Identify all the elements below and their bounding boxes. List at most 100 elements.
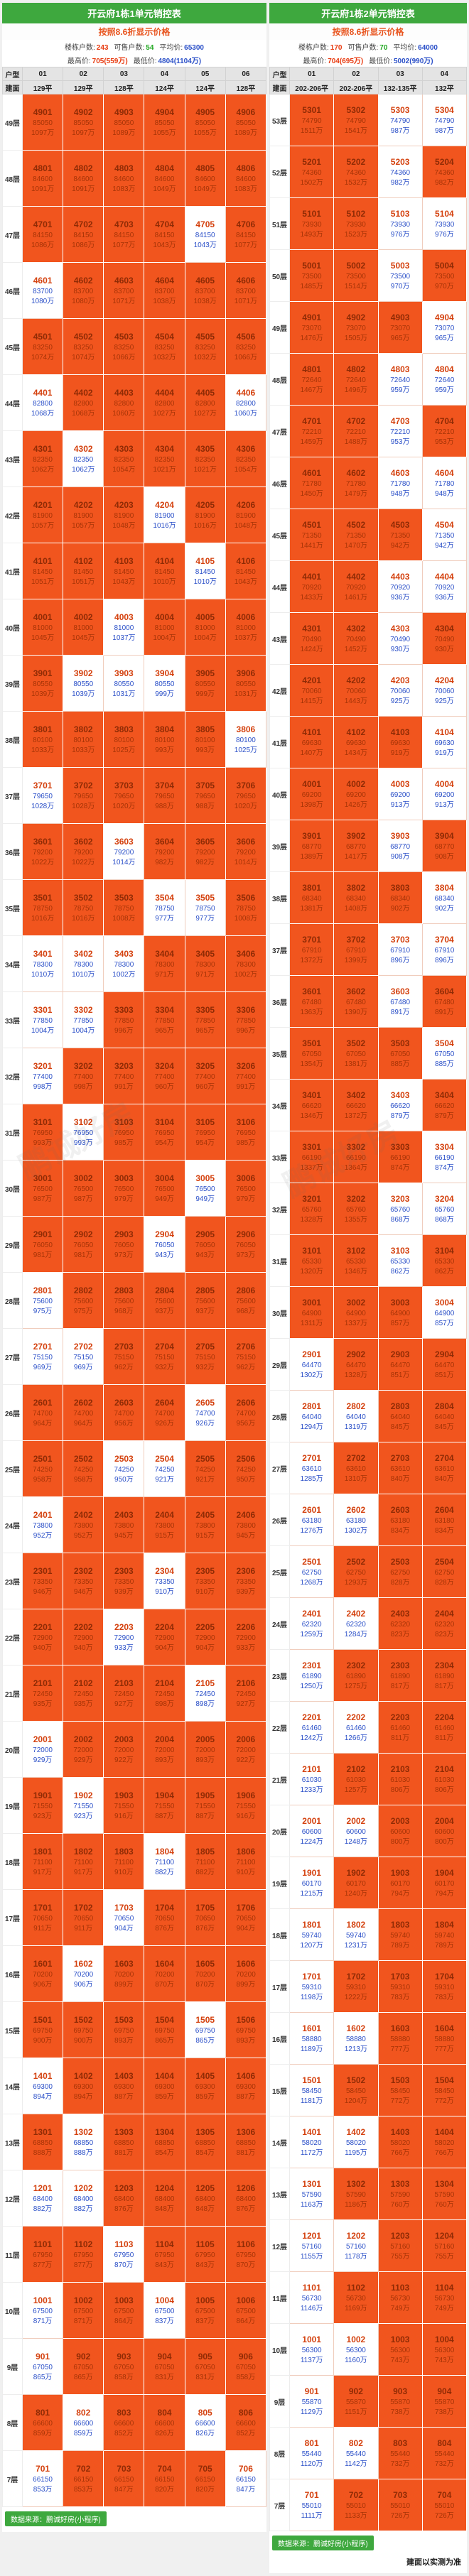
unit-cell-2102[interactable]: 2102 61030 1257万	[333, 1753, 379, 1805]
unit-cell-3901[interactable]: 3901 80550 1039万	[21, 655, 64, 712]
unit-cell-4701[interactable]: 4701 72210 1459万	[289, 405, 335, 457]
unit-cell-2205[interactable]: 2205 72900 904万	[184, 1609, 226, 1665]
unit-cell-3001[interactable]: 3001 64900 1311万	[289, 1286, 335, 1339]
unit-cell-2003[interactable]: 2003 60600 800万	[377, 1805, 423, 1857]
unit-cell-2406[interactable]: 2406 73800 945万	[225, 1496, 266, 1553]
unit-cell-1304[interactable]: 1304 68850 854万	[144, 2114, 185, 2170]
unit-cell-2001[interactable]: 2001 72000 929万	[21, 1721, 64, 1778]
unit-cell-5301[interactable]: 5301 74790 1511万	[289, 94, 335, 146]
unit-cell-1801[interactable]: 1801 71100 917万	[21, 1833, 64, 1890]
unit-cell-1001[interactable]: 1001 56300 1137万	[289, 2323, 335, 2376]
unit-cell-2305[interactable]: 2305 73350 910万	[184, 1553, 226, 1609]
unit-cell-5201[interactable]: 5201 74360 1502万	[289, 146, 335, 198]
unit-cell-5104[interactable]: 5104 73930 976万	[421, 197, 467, 250]
unit-cell-1203[interactable]: 1203 68400 876万	[103, 2170, 145, 2227]
unit-cell-2201[interactable]: 2201 72900 940万	[21, 1609, 64, 1665]
unit-cell-4901[interactable]: 4901 85050 1097万	[21, 94, 64, 151]
unit-cell-701[interactable]: 701 66150 853万	[21, 2450, 64, 2507]
unit-cell-4503[interactable]: 4503 71350 942万	[377, 509, 423, 561]
unit-cell-3904[interactable]: 3904 68770 908万	[421, 820, 467, 872]
unit-cell-4201[interactable]: 4201 81900 1057万	[21, 487, 64, 543]
unit-cell-3101[interactable]: 3101 76950 993万	[21, 1104, 64, 1161]
unit-cell-1502[interactable]: 1502 58450 1204万	[333, 2064, 379, 2116]
unit-cell-1301[interactable]: 1301 68850 888万	[21, 2114, 64, 2170]
unit-cell-1303[interactable]: 1303 68850 881万	[103, 2114, 145, 2170]
unit-cell-1202[interactable]: 1202 68400 882万	[63, 2170, 104, 2227]
unit-cell-3301[interactable]: 3301 77850 1004万	[21, 991, 64, 1048]
unit-cell-3104[interactable]: 3104 76950 954万	[144, 1104, 185, 1161]
unit-cell-2501[interactable]: 2501 62750 1268万	[289, 1545, 335, 1598]
unit-cell-4503[interactable]: 4503 83250 1066万	[103, 318, 145, 375]
unit-cell-1701[interactable]: 1701 70650 911万	[21, 1889, 64, 1946]
unit-cell-3202[interactable]: 3202 65760 1355万	[333, 1183, 379, 1235]
unit-cell-3304[interactable]: 3304 77850 965万	[144, 991, 185, 1048]
unit-cell-1805[interactable]: 1805 71100 882万	[184, 1833, 226, 1890]
unit-cell-1602[interactable]: 1602 58880 1213万	[333, 2012, 379, 2065]
unit-cell-2602[interactable]: 2602 63180 1302万	[333, 1494, 379, 1546]
unit-cell-4904[interactable]: 4904 73070 965万	[421, 301, 467, 354]
unit-cell-3202[interactable]: 3202 77400 998万	[63, 1048, 104, 1104]
unit-cell-4306[interactable]: 4306 82350 1054万	[225, 430, 266, 487]
unit-cell-1003[interactable]: 1003 56300 743万	[377, 2323, 423, 2376]
unit-cell-1002[interactable]: 1002 56300 1160万	[333, 2323, 379, 2376]
unit-cell-1101[interactable]: 1101 67950 877万	[21, 2226, 64, 2283]
unit-cell-1902[interactable]: 1902 60170 1240万	[333, 1857, 379, 1909]
unit-cell-2602[interactable]: 2602 74700 964万	[63, 1384, 104, 1441]
unit-cell-3203[interactable]: 3203 65760 868万	[377, 1183, 423, 1235]
unit-cell-2006[interactable]: 2006 72000 922万	[225, 1721, 266, 1778]
unit-cell-1401[interactable]: 1401 69300 894万	[21, 2058, 64, 2114]
unit-cell-5004[interactable]: 5004 73500 970万	[421, 249, 467, 302]
unit-cell-4801[interactable]: 4801 72640 1467万	[289, 353, 335, 406]
unit-cell-2202[interactable]: 2202 61460 1266万	[333, 1701, 379, 1754]
unit-cell-1905[interactable]: 1905 71550 887万	[184, 1777, 226, 1834]
unit-cell-2004[interactable]: 2004 72000 893万	[144, 1721, 185, 1778]
unit-cell-701[interactable]: 701 55010 1111万	[289, 2479, 335, 2531]
unit-cell-4303[interactable]: 4303 70490 930万	[377, 612, 423, 665]
unit-cell-2402[interactable]: 2402 73800 952万	[63, 1496, 104, 1553]
unit-cell-3803[interactable]: 3803 68340 902万	[377, 871, 423, 924]
unit-cell-4004[interactable]: 4004 69200 913万	[421, 768, 467, 820]
unit-cell-906[interactable]: 906 67050 858万	[225, 2338, 266, 2395]
unit-cell-1603[interactable]: 1603 58880 777万	[377, 2012, 423, 2065]
unit-cell-1801[interactable]: 1801 59740 1207万	[289, 1908, 335, 1961]
unit-cell-5003[interactable]: 5003 73500 970万	[377, 249, 423, 302]
unit-cell-903[interactable]: 903 55870 738万	[377, 2375, 423, 2428]
unit-cell-1803[interactable]: 1803 59740 789万	[377, 1908, 423, 1961]
unit-cell-802[interactable]: 802 66600 859万	[63, 2394, 104, 2451]
unit-cell-4706[interactable]: 4706 84150 1077万	[225, 206, 266, 263]
unit-cell-1201[interactable]: 1201 68400 882万	[21, 2170, 64, 2227]
unit-cell-2701[interactable]: 2701 63610 1285万	[289, 1442, 335, 1494]
unit-cell-3503[interactable]: 3503 78750 1008万	[103, 879, 145, 936]
unit-cell-3901[interactable]: 3901 68770 1389万	[289, 820, 335, 872]
unit-cell-2903[interactable]: 2903 76050 973万	[103, 1216, 145, 1273]
unit-cell-3505[interactable]: 3505 78750 977万	[184, 879, 226, 936]
unit-cell-4101[interactable]: 4101 81450 1051万	[21, 543, 64, 599]
unit-cell-2905[interactable]: 2905 76050 943万	[184, 1216, 226, 1273]
unit-cell-2501[interactable]: 2501 74250 958万	[21, 1440, 64, 1497]
unit-cell-3802[interactable]: 3802 80100 1033万	[63, 711, 104, 768]
unit-cell-4001[interactable]: 4001 81000 1045万	[21, 599, 64, 656]
unit-cell-4602[interactable]: 4602 71780 1479万	[333, 457, 379, 509]
unit-cell-703[interactable]: 703 55010 726万	[377, 2479, 423, 2531]
unit-cell-2803[interactable]: 2803 64040 845万	[377, 1390, 423, 1442]
unit-cell-1405[interactable]: 1405 69300 859万	[184, 2058, 226, 2114]
unit-cell-4302[interactable]: 4302 82350 1062万	[63, 430, 104, 487]
unit-cell-1005[interactable]: 1005 67500 837万	[184, 2282, 226, 2339]
unit-cell-5202[interactable]: 5202 74360 1532万	[333, 146, 379, 198]
unit-cell-3701[interactable]: 3701 79650 1028万	[21, 767, 64, 824]
unit-cell-1902[interactable]: 1902 71550 923万	[63, 1777, 104, 1834]
unit-cell-2701[interactable]: 2701 75150 969万	[21, 1328, 64, 1385]
unit-cell-4602[interactable]: 4602 83700 1080万	[63, 262, 104, 319]
unit-cell-4506[interactable]: 4506 83250 1066万	[225, 318, 266, 375]
unit-cell-1806[interactable]: 1806 71100 910万	[225, 1833, 266, 1890]
unit-cell-4805[interactable]: 4805 84600 1049万	[184, 150, 226, 207]
unit-cell-2802[interactable]: 2802 64040 1319万	[333, 1390, 379, 1442]
unit-cell-3403[interactable]: 3403 66620 879万	[377, 1079, 423, 1131]
unit-cell-2702[interactable]: 2702 75150 969万	[63, 1328, 104, 1385]
unit-cell-2703[interactable]: 2703 63610 840万	[377, 1442, 423, 1494]
unit-cell-1704[interactable]: 1704 59310 783万	[421, 1960, 467, 2013]
unit-cell-4202[interactable]: 4202 70060 1443万	[333, 664, 379, 717]
unit-cell-1803[interactable]: 1803 71100 910万	[103, 1833, 145, 1890]
unit-cell-2401[interactable]: 2401 73800 952万	[21, 1496, 64, 1553]
unit-cell-2304[interactable]: 2304 73350 910万	[144, 1553, 185, 1609]
